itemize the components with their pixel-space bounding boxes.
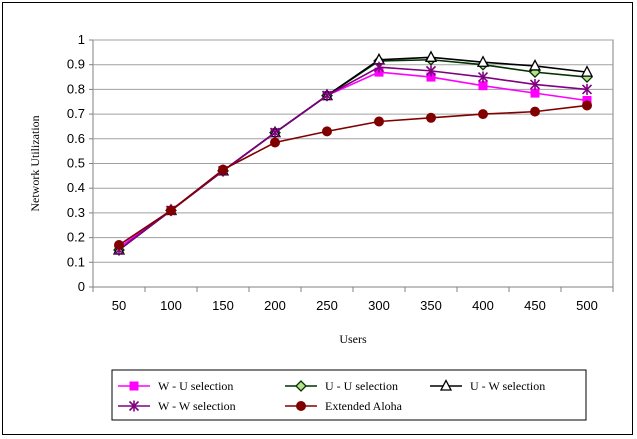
data-point — [373, 61, 385, 73]
data-point — [424, 50, 438, 62]
y-tick-label: 0.5 — [67, 156, 85, 171]
legend-item: U - U selection — [285, 379, 398, 393]
x-tick-label: 400 — [472, 298, 494, 313]
data-point — [530, 88, 540, 98]
x-tick-label: 250 — [316, 298, 338, 313]
y-tick-label: 0.8 — [67, 81, 85, 96]
legend-item: W - W selection — [118, 399, 236, 413]
legend-label: U - U selection — [325, 379, 398, 393]
x-axis-tick-labels: 50 100 150 200 250 300 350 400 450 500 — [92, 287, 614, 313]
data-point — [528, 59, 542, 71]
data-point — [582, 100, 592, 111]
data-point — [166, 205, 176, 216]
y-tick-label: 0.7 — [67, 106, 85, 121]
y-tick-label: 0.4 — [67, 180, 85, 195]
legend-item: W - U selection — [118, 379, 233, 393]
data-point — [426, 112, 436, 123]
data-point — [218, 164, 228, 175]
y-tick-label: 0.1 — [67, 254, 85, 269]
data-point — [580, 65, 594, 77]
legend-item: Extended Aloha — [285, 399, 403, 413]
y-tick-label: 0.3 — [67, 205, 85, 220]
data-point — [321, 90, 333, 102]
series-layer — [112, 50, 594, 256]
data-point — [114, 240, 124, 251]
legend: W - U selection U - U selection U - W sele… — [111, 369, 587, 421]
legend-marker — [439, 379, 453, 391]
x-axis-title: Users — [339, 332, 367, 346]
data-point — [477, 71, 489, 83]
legend-label: U - W selection — [470, 379, 545, 393]
data-point — [269, 127, 281, 139]
legend-label: W - U selection — [158, 379, 233, 393]
x-tick-label: 300 — [368, 298, 390, 313]
legend-marker — [296, 401, 306, 411]
data-point — [529, 78, 541, 90]
data-point — [478, 81, 488, 91]
data-point — [476, 55, 490, 67]
x-tick-label: 200 — [264, 298, 286, 313]
legend-marker — [295, 380, 307, 392]
legend-label: W - W selection — [158, 399, 236, 413]
data-point — [374, 116, 384, 127]
y-tick-label: 1 — [78, 32, 85, 47]
x-tick-label: 150 — [212, 298, 234, 313]
x-tick-label: 350 — [420, 298, 442, 313]
legend-label: Extended Aloha — [325, 399, 403, 413]
legend-marker — [129, 381, 139, 391]
data-point — [425, 65, 437, 77]
y-axis-title: Network Utilization — [28, 115, 42, 211]
x-tick-label: 450 — [524, 298, 546, 313]
data-point — [478, 109, 488, 120]
series-extended-aloha — [114, 100, 592, 251]
data-point — [581, 83, 593, 95]
y-axis-tick-labels: 0 0.1 0.2 0.3 0.4 0.5 0.6 0.7 0.8 0.9 1 — [67, 32, 85, 294]
data-point — [322, 126, 332, 137]
y-tick-label: 0.2 — [67, 230, 85, 245]
data-point — [530, 106, 540, 117]
legend-box — [111, 369, 587, 421]
legend-item: U - W selection — [430, 379, 545, 393]
y-tick-label: 0 — [78, 279, 85, 294]
legend-marker — [128, 400, 140, 412]
x-tick-label: 500 — [576, 298, 598, 313]
x-tick-label: 50 — [112, 298, 126, 313]
y-tick-label: 0.6 — [67, 131, 85, 146]
data-point — [270, 137, 280, 148]
series-line — [118, 104, 588, 246]
x-tick-label: 100 — [160, 298, 182, 313]
y-tick-label: 0.9 — [67, 57, 85, 72]
gridlines — [89, 39, 613, 288]
